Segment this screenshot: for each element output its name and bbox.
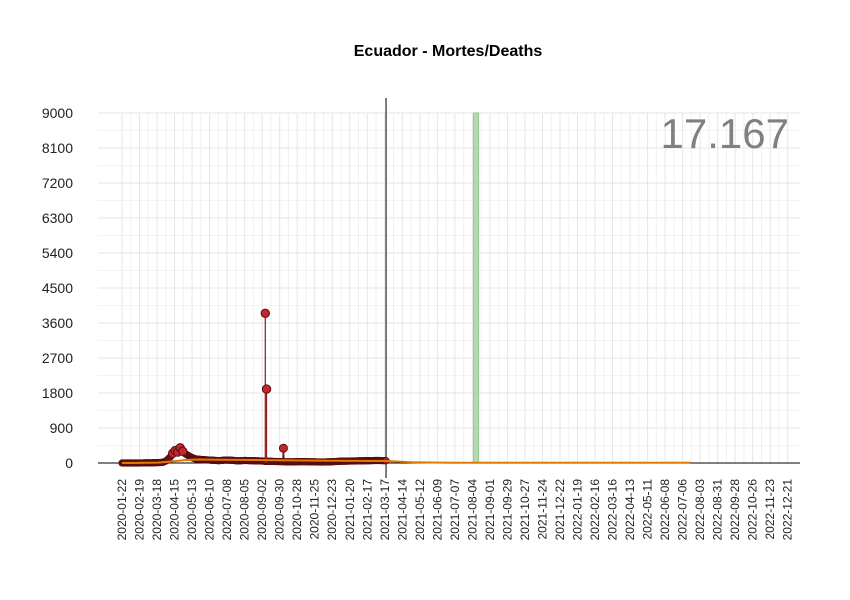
x-tick-label: 2020-12-23 bbox=[325, 479, 339, 541]
grid bbox=[98, 112, 800, 464]
x-tick-label: 2020-09-02 bbox=[255, 479, 269, 541]
x-tick-label: 2022-05-11 bbox=[641, 479, 655, 540]
x-tick-label: 2021-09-01 bbox=[483, 479, 497, 541]
highlight-band bbox=[473, 112, 480, 464]
x-tick-label: 2020-02-19 bbox=[133, 479, 147, 541]
x-tick-label: 2020-09-30 bbox=[273, 479, 287, 541]
x-tick-label: 2022-07-06 bbox=[676, 479, 690, 541]
x-tick-label: 2022-03-16 bbox=[606, 479, 620, 541]
highlight-band-rect bbox=[473, 112, 480, 464]
y-tick-label: 7200 bbox=[42, 175, 73, 191]
x-tick-label: 2021-11-24 bbox=[535, 479, 549, 540]
x-tick-label: 2021-03-17 bbox=[378, 479, 392, 541]
series-layer bbox=[98, 98, 800, 478]
y-axis: 0 900 1800 2700 3600 4500 5400 6300 7200 8100 9000 bbox=[42, 105, 73, 471]
spike-point bbox=[278, 443, 288, 453]
x-tick-label: 2021-02-17 bbox=[360, 479, 374, 541]
y-tick-label: 5400 bbox=[42, 245, 73, 261]
x-tick-label: 2021-01-20 bbox=[343, 479, 357, 541]
x-tick-label: 2022-12-21 bbox=[781, 479, 795, 541]
chart-title: Ecuador - Mortes/Deaths bbox=[354, 43, 543, 60]
x-tick-label: 2022-11-23 bbox=[763, 479, 777, 540]
total-deaths-label: 17.167 bbox=[661, 110, 789, 157]
y-tick-label: 6300 bbox=[42, 210, 73, 226]
x-tick-label: 2020-07-08 bbox=[220, 479, 234, 541]
x-tick-label: 2021-05-12 bbox=[413, 479, 427, 541]
x-tick-label: 2022-01-19 bbox=[571, 479, 585, 541]
x-tick-label: 2020-06-10 bbox=[203, 479, 217, 541]
x-tick-label: 2020-10-28 bbox=[290, 479, 304, 541]
x-tick-label: 2020-05-13 bbox=[185, 479, 199, 541]
x-tick-label: 2022-08-03 bbox=[693, 479, 707, 541]
x-tick-label: 2020-01-22 bbox=[115, 479, 129, 541]
x-tick-label: 2022-10-26 bbox=[746, 479, 760, 541]
x-tick-label: 2021-08-04 bbox=[465, 479, 479, 541]
x-tick-label: 2022-08-31 bbox=[711, 479, 725, 541]
x-tick-label: 2020-11-25 bbox=[308, 479, 322, 540]
y-tick-label: 3600 bbox=[42, 315, 73, 331]
spike-point bbox=[177, 446, 188, 457]
y-tick-label: 900 bbox=[50, 420, 74, 436]
spike-point bbox=[260, 308, 270, 318]
x-axis: 2020-01-22 2020-02-19 2020-03-18 2020-04-15… bbox=[115, 479, 795, 541]
y-tick-label: 2700 bbox=[42, 350, 73, 366]
x-tick-label: 2021-10-27 bbox=[518, 479, 532, 541]
x-tick-label: 2021-12-22 bbox=[553, 479, 567, 541]
y-tick-label: 8100 bbox=[42, 140, 73, 156]
x-tick-label: 2020-03-18 bbox=[150, 479, 164, 541]
x-tick-label: 2020-04-15 bbox=[168, 479, 182, 541]
x-tick-label: 2021-09-29 bbox=[500, 479, 514, 541]
y-tick-label: 0 bbox=[65, 455, 73, 471]
y-tick-label: 1800 bbox=[42, 385, 73, 401]
x-tick-label: 2021-04-14 bbox=[395, 479, 409, 541]
x-tick-label: 2021-07-07 bbox=[448, 479, 462, 541]
spike-point bbox=[261, 384, 272, 394]
x-tick-label: 2022-02-16 bbox=[588, 479, 602, 541]
x-tick-label: 2022-04-13 bbox=[623, 479, 637, 541]
x-tick-label: 2021-06-09 bbox=[430, 479, 444, 541]
x-tick-label: 2022-09-28 bbox=[728, 479, 742, 541]
x-tick-label: 2020-08-05 bbox=[238, 479, 252, 541]
y-tick-label: 9000 bbox=[42, 105, 73, 121]
x-tick-label: 2022-06-08 bbox=[658, 479, 672, 541]
trend-line bbox=[121, 458, 691, 464]
y-tick-label: 4500 bbox=[42, 280, 73, 296]
